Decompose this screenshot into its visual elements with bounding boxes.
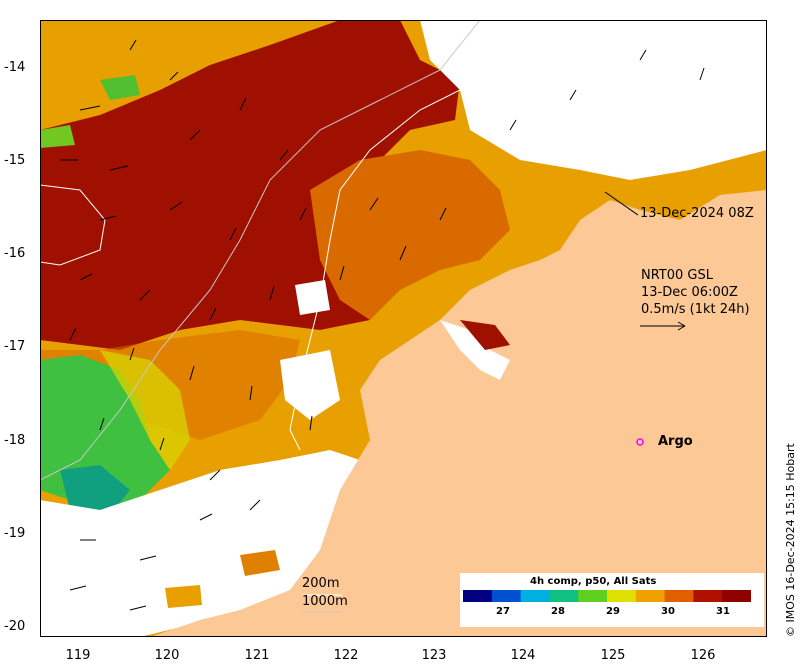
x-tick-label: 120 bbox=[154, 648, 180, 663]
colorbar-segment bbox=[722, 590, 751, 602]
current-scale-label: 0.5m/s (1kt 24h) bbox=[641, 302, 750, 317]
x-tick-label: 119 bbox=[65, 648, 91, 663]
y-tick-label: -16 bbox=[4, 246, 26, 261]
map-border bbox=[40, 20, 767, 637]
land-kimberley bbox=[150, 190, 767, 637]
colorbar-segment bbox=[635, 590, 666, 602]
no-data-patch bbox=[295, 280, 330, 315]
current-time-label: 13-Dec 06:00Z bbox=[641, 285, 738, 300]
inlet bbox=[440, 320, 510, 380]
y-tick-label: -14 bbox=[4, 60, 26, 75]
legend-tick-29: 29 bbox=[606, 606, 620, 617]
sst-patch-bottom-2 bbox=[165, 585, 202, 608]
x-tick-label: 126 bbox=[690, 648, 716, 663]
y-tick-label: -17 bbox=[4, 339, 26, 354]
y-tick-label: -19 bbox=[4, 526, 26, 541]
x-tick-label: 124 bbox=[510, 648, 536, 663]
colorbar-segment bbox=[693, 590, 723, 602]
current-source-label: NRT00 GSL bbox=[641, 268, 713, 283]
no-data-bottom bbox=[40, 450, 360, 637]
colorbar-segment bbox=[578, 590, 608, 602]
sst-yellow-band bbox=[100, 350, 190, 470]
legend-tick-28: 28 bbox=[551, 606, 565, 617]
legend-tick-30: 30 bbox=[661, 606, 675, 617]
contour-1000m bbox=[40, 20, 481, 481]
sst-warm-region bbox=[310, 150, 510, 320]
x-tick-label: 121 bbox=[244, 648, 270, 663]
contour-label-1000m: 1000m bbox=[302, 594, 348, 609]
sst-green-patch-2 bbox=[40, 125, 75, 148]
sst-map[interactable]: 13-Dec-2024 08Z NRT00 GSL 13-Dec 06:00Z … bbox=[40, 20, 767, 637]
y-tick-label: -18 bbox=[4, 433, 26, 448]
argo-marker bbox=[636, 438, 644, 446]
current-vectors bbox=[60, 39, 705, 611]
timestamp-label: 13-Dec-2024 08Z bbox=[640, 206, 754, 221]
sst-green-patch-1 bbox=[100, 75, 140, 100]
contour-200m bbox=[40, 39, 511, 451]
colorbar-segment bbox=[549, 590, 579, 602]
x-tick-label: 122 bbox=[333, 648, 359, 663]
inlet-hot bbox=[460, 320, 510, 350]
no-data-top-right bbox=[420, 20, 767, 180]
colorbar-segment bbox=[607, 590, 637, 602]
legend-tick-31: 31 bbox=[716, 606, 730, 617]
x-tick-label: 125 bbox=[600, 648, 626, 663]
sst-patch-bottom-1 bbox=[240, 550, 280, 576]
scale-arrow-head bbox=[677, 321, 686, 331]
legend-tick-27: 27 bbox=[496, 606, 510, 617]
legend-title: 4h comp, p50, All Sats bbox=[530, 576, 657, 587]
y-tick-label: -20 bbox=[4, 619, 26, 634]
x-tick-label: 123 bbox=[421, 648, 447, 663]
y-tick-label: -15 bbox=[4, 153, 26, 168]
colorbar-segment bbox=[664, 590, 694, 602]
timestamp-pointer bbox=[604, 191, 639, 216]
colorbar-segment bbox=[520, 590, 550, 602]
colorbar bbox=[463, 590, 751, 602]
argo-label: Argo bbox=[658, 434, 693, 449]
sst-teal-patch bbox=[60, 465, 130, 515]
colorbar-segment bbox=[463, 590, 493, 602]
credit-label: © IMOS 16-Dec-2024 15:15 Hobart bbox=[784, 443, 797, 637]
sst-map-graphic bbox=[40, 20, 767, 637]
colorbar-segment bbox=[491, 590, 522, 602]
contour-label-200m: 200m bbox=[302, 576, 340, 591]
